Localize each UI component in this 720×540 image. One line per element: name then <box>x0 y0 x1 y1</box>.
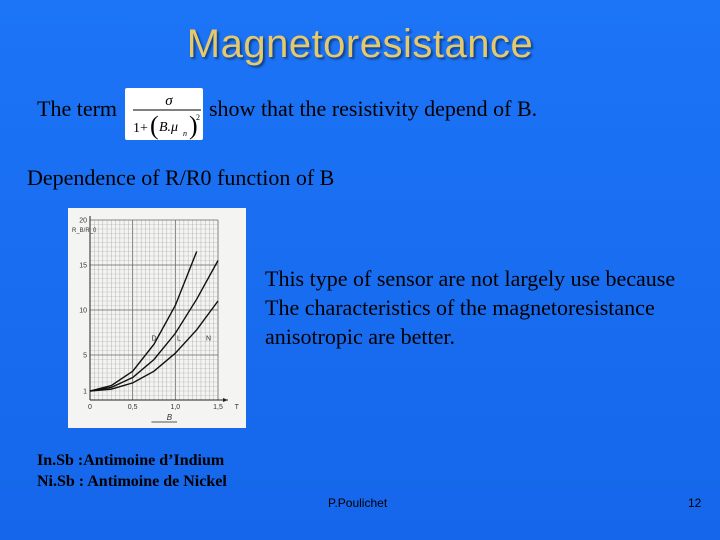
x-tick-label: 1,0 <box>170 404 180 411</box>
formula-inner: B.μ <box>159 120 178 135</box>
curve-l <box>89 260 219 392</box>
curve-n <box>89 300 219 392</box>
x-tick-label: 0,5 <box>128 404 138 411</box>
description-line: This type of sensor are not largely use … <box>265 266 676 291</box>
curve-label: N <box>206 336 211 343</box>
slide-title: Magnetoresistance <box>186 22 534 66</box>
description-line: The characteristics of the magnetoresist… <box>265 295 655 320</box>
x-tick-label: 0 <box>88 404 92 411</box>
x-tick-label: 1,5 <box>213 404 223 411</box>
x-axis-arrow <box>223 398 228 402</box>
term-explanation: show that the resistivity depend of B. <box>209 96 538 121</box>
material-legend: In.Sb :Antimoine d’Indium Ni.Sb : Antimo… <box>37 450 227 492</box>
term-label: The term <box>37 96 118 121</box>
curve-label: L <box>177 336 181 343</box>
dependence-heading: Dependence of R/R0 function of B <box>27 165 335 190</box>
legend-nisb: Ni.Sb : Antimoine de Nickel <box>37 473 227 490</box>
y-tick-label: 5 <box>83 353 87 360</box>
legend-insb: In.Sb :Antimoine d’Indium <box>37 452 225 469</box>
x-tick-label: T <box>235 404 240 411</box>
y-tick-label: 20 <box>79 218 87 225</box>
x-axis-label: B <box>167 413 173 422</box>
y-tick-label: 1 <box>83 389 87 396</box>
formula-one-plus: 1+ <box>133 121 148 136</box>
page-number: 12 <box>688 496 702 510</box>
curve-d <box>89 251 198 392</box>
y-tick-label: 10 <box>79 308 87 315</box>
description-line: anisotropic are better. <box>265 324 455 349</box>
formula-numerator: σ <box>165 93 173 109</box>
formula-subscript: n <box>183 129 187 138</box>
sensor-description: This type of sensor are not largely use … <box>265 264 720 351</box>
curve-label: D <box>151 336 156 343</box>
svg-text:): ) <box>189 111 198 140</box>
svg-text:(: ( <box>150 111 159 140</box>
author: P.Poulichet <box>328 496 388 510</box>
y-tick-label: 15 <box>79 263 87 270</box>
resistivity-formula: σ 1+ ( B.μ n ) 2 <box>125 88 203 140</box>
formula-exponent: 2 <box>196 113 200 122</box>
y-axis-label: R_B/R_0 <box>72 228 97 234</box>
magnetoresistance-chart: D L N 1 5 10 15 20 0 0,5 1,0 1,5 T R_B/R_0 B <box>68 208 246 428</box>
